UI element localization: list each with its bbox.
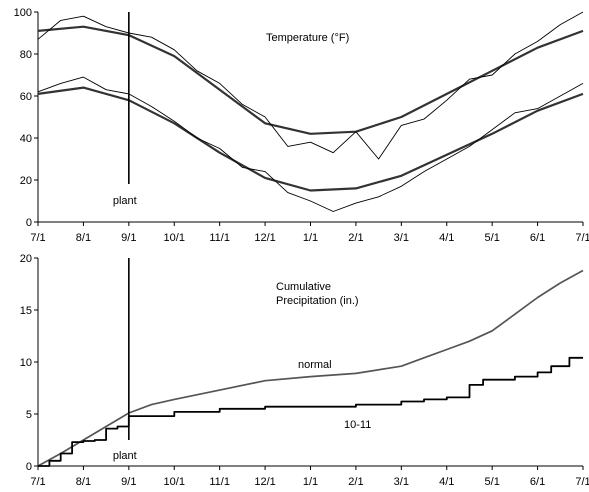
precipitation-x-ticks: 7/1 8/1 9/1 10/1 11/1 12/1 1/1 2/1 3/1 4/1 5/1 6/1 7… [30, 466, 589, 488]
temperature-plant-label: plant [113, 195, 137, 207]
precipitation-title-line-2: Precipitation (in.) [276, 295, 359, 307]
temperature-x-tick-label: 12/1 [254, 232, 275, 244]
precipitation-x-tick-label: 7/1 [575, 476, 589, 488]
temperature-x-ticks: 7/1 8/1 9/1 10/1 11/1 12/1 1/1 2/1 3/1 4/1 5/1 6/1 7… [30, 222, 589, 244]
precipitation-line-normal [37, 269, 584, 467]
precipitation-x-tick-label: 3/1 [394, 476, 409, 488]
temperature-x-tick-label: 11/1 [209, 232, 230, 244]
precipitation-series [37, 269, 584, 467]
temperature-x-tick-label: 3/1 [394, 232, 409, 244]
temperature-panel: 0 20 40 60 80 100 7/1 8/1 9/1 10/1 11/1 12/1 1/1 2/1… [14, 7, 589, 244]
precipitation-x-tick-label: 7/1 [30, 476, 45, 488]
series-label-normal: normal [298, 359, 332, 371]
precipitation-x-tick-label: 8/1 [76, 476, 91, 488]
precipitation-title-line-1: Cumulative [276, 281, 331, 293]
precipitation-x-tick-label: 6/1 [530, 476, 545, 488]
precipitation-x-tick-label: 4/1 [439, 476, 454, 488]
temperature-y-tick-label: 80 [20, 49, 32, 61]
precipitation-x-tick-label: 12/1 [254, 476, 275, 488]
precipitation-x-tick-label: 5/1 [485, 476, 500, 488]
temperature-y-tick-label: 20 [20, 175, 32, 187]
precipitation-x-tick-label: 1/1 [303, 476, 318, 488]
precipitation-x-tick-label: 2/1 [348, 476, 363, 488]
temperature-y-tick-label: 0 [26, 217, 32, 229]
temperature-y-tick-label: 60 [20, 91, 32, 103]
temperature-x-tick-label: 10/1 [164, 232, 185, 244]
temperature-title: Temperature (°F) [266, 32, 349, 44]
precipitation-panel: 0 5 10 15 20 7/1 8/1 9/1 10/1 11/1 12/1 1/1 2/1 3/1 4… [20, 253, 589, 488]
temperature-x-tick-label: 2/1 [348, 232, 363, 244]
temperature-x-tick-label: 1/1 [303, 232, 318, 244]
precipitation-y-tick-label: 5 [26, 409, 32, 421]
precipitation-x-tick-label: 10/1 [164, 476, 185, 488]
temperature-x-tick-label: 4/1 [439, 232, 454, 244]
precipitation-y-tick-label: 15 [20, 305, 32, 317]
temperature-y-tick-label: 100 [14, 7, 32, 19]
temperature-y-ticks: 0 20 40 60 80 100 [14, 7, 38, 229]
precipitation-x-tick-label: 9/1 [121, 476, 136, 488]
precipitation-y-tick-label: 0 [26, 461, 32, 473]
precipitation-plant-label: plant [113, 450, 137, 462]
temperature-y-tick-label: 40 [20, 133, 32, 145]
temperature-x-tick-label: 7/1 [575, 232, 589, 244]
temperature-line-normal-low [37, 86, 584, 192]
temperature-x-tick-label: 6/1 [530, 232, 545, 244]
precipitation-y-ticks: 0 5 10 15 20 [20, 253, 38, 473]
temperature-x-tick-label: 5/1 [485, 232, 500, 244]
series-label-10-11: 10-11 [344, 419, 371, 431]
precipitation-line-10-11 [38, 356, 583, 467]
precipitation-x-tick-label: 11/1 [209, 476, 230, 488]
temperature-x-tick-label: 8/1 [76, 232, 91, 244]
temperature-x-tick-label: 7/1 [30, 232, 45, 244]
temperature-x-tick-label: 9/1 [121, 232, 136, 244]
precipitation-y-tick-label: 10 [20, 357, 32, 369]
precipitation-y-tick-label: 20 [20, 253, 32, 265]
